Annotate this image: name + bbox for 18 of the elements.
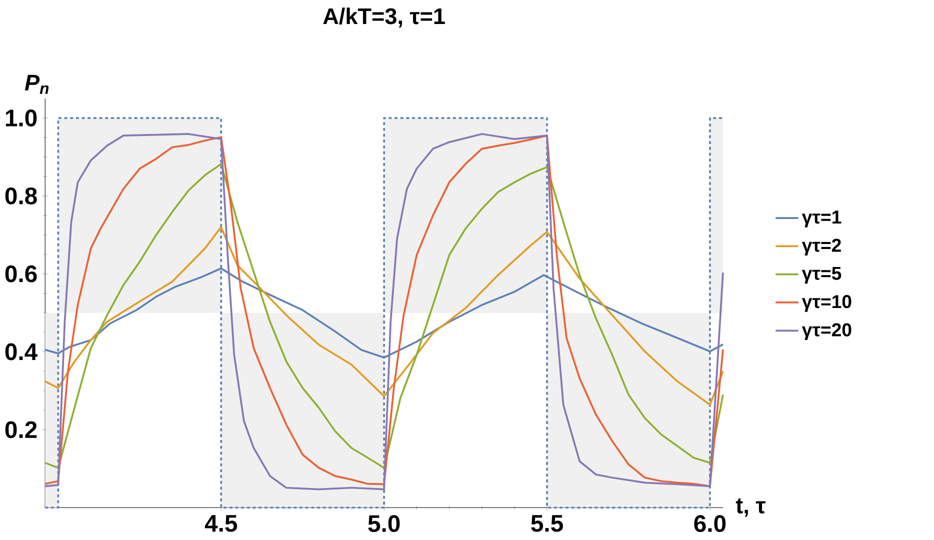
x-tick-label: 6.0 (694, 514, 726, 532)
x-tick-label: 5.0 (368, 514, 400, 532)
x-axis-title: t, τ (736, 498, 766, 516)
y-tick-label: 0.8 (5, 187, 37, 204)
y-axis-title: P$_{n}$ (24, 74, 49, 94)
y-tick-label: 0.2 (5, 420, 37, 438)
legend-label: γτ=10 (802, 294, 852, 312)
legend-label: γτ=1 (802, 210, 842, 228)
legend-label: γτ=20 (802, 322, 852, 340)
chart-title: A/kT=3, τ=1 (323, 7, 445, 28)
line-series (44, 226, 724, 406)
y-tick-label: 0.6 (5, 265, 37, 282)
y-tick-label: 1.0 (6, 109, 37, 126)
y-tick-label: 0.4 (5, 343, 38, 360)
x-tick-label: 4.5 (204, 514, 238, 532)
legend-label: γτ=2 (802, 238, 841, 256)
x-tick-label: 5.5 (531, 514, 563, 532)
legend-label: γτ=5 (802, 266, 842, 284)
